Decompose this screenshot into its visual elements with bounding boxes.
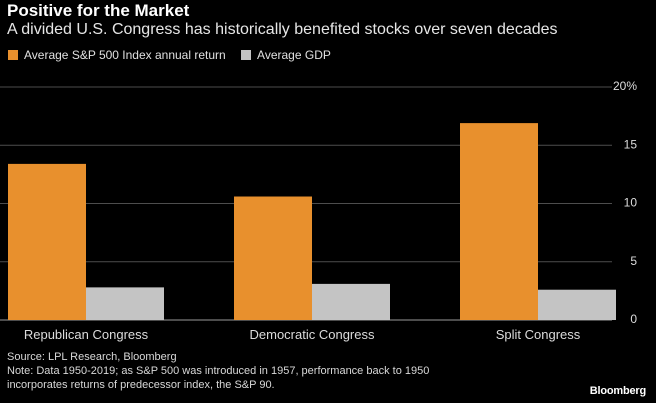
y-tick-label: 15 <box>624 137 638 151</box>
bar-sp500-return <box>234 196 312 320</box>
bar-gdp <box>312 283 390 320</box>
bar-sp500-return <box>8 163 86 320</box>
legend-item-gdp: Average GDP <box>241 48 331 62</box>
bloomberg-logo: Bloomberg <box>589 385 646 397</box>
x-category-label: Split Congress <box>496 327 581 342</box>
bar-gdp <box>86 287 164 320</box>
bar-sp500-return <box>460 123 538 320</box>
bar-chart: 0 5 10 15 20% Republican Congress Democratic C… <box>0 79 638 342</box>
y-tick-label: 10 <box>624 196 638 210</box>
x-category-label: Republican Congress <box>24 327 149 342</box>
legend-label-gdp: Average GDP <box>257 48 331 62</box>
x-category-label: Democratic Congress <box>250 327 375 342</box>
data-note-line-1: Note: Data 1950-2019; as S&P 500 was int… <box>7 365 430 377</box>
legend-swatch-gdp <box>241 50 252 60</box>
y-tick-label: 20% <box>613 79 637 93</box>
chart-legend: Average S&P 500 Index annual return Aver… <box>8 48 343 64</box>
data-note-line-2: incorporates returns of predecessor inde… <box>7 379 275 391</box>
chart-subtitle: A divided U.S. Congress has historically… <box>7 21 558 38</box>
bar-gdp <box>538 289 616 320</box>
legend-label-sp500: Average S&P 500 Index annual return <box>24 48 226 62</box>
chart-footnotes: Source: LPL Research, Bloomberg Note: Da… <box>7 350 429 392</box>
source-note: Source: LPL Research, Bloomberg <box>7 351 177 363</box>
y-tick-label: 0 <box>630 312 637 326</box>
legend-item-sp500: Average S&P 500 Index annual return <box>8 48 226 62</box>
legend-swatch-sp500 <box>8 50 18 60</box>
y-tick-label: 5 <box>630 254 637 268</box>
chart-title: Positive for the Market <box>7 1 190 20</box>
